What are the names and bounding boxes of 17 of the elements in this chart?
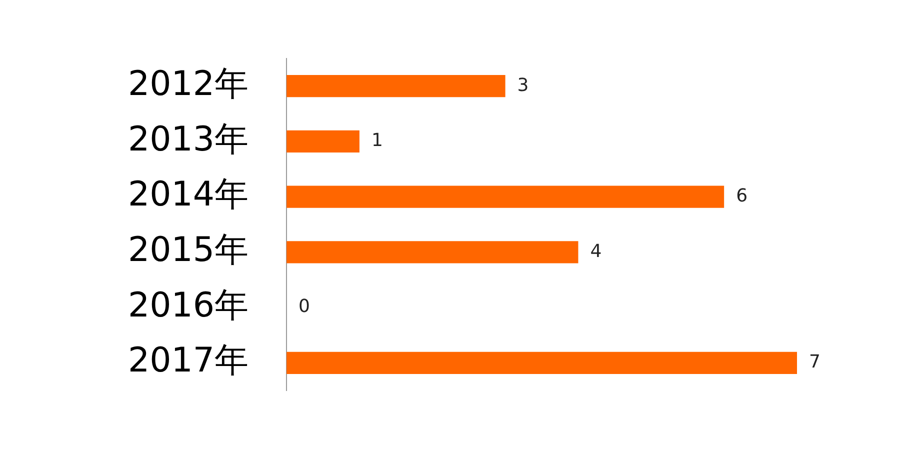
y-tick-label: 2016年 (128, 285, 249, 326)
data-label: 7 (809, 352, 820, 373)
y-tick-label: 2014年 (128, 174, 249, 215)
data-label: 0 (298, 296, 310, 318)
data-label: 4 (590, 240, 602, 262)
bar (286, 186, 724, 208)
y-tick-label: 2013年 (128, 119, 249, 160)
bar (286, 130, 360, 153)
bar (286, 241, 578, 264)
data-label: 6 (736, 185, 748, 206)
data-label: 1 (371, 130, 383, 152)
y-tick-label: 2015年 (128, 230, 249, 270)
data-label: 3 (517, 74, 529, 96)
bar (286, 352, 797, 374)
y-tick-label: 2012年 (128, 64, 249, 104)
y-tick-label: 2017年 (128, 340, 249, 381)
bar (286, 75, 506, 98)
